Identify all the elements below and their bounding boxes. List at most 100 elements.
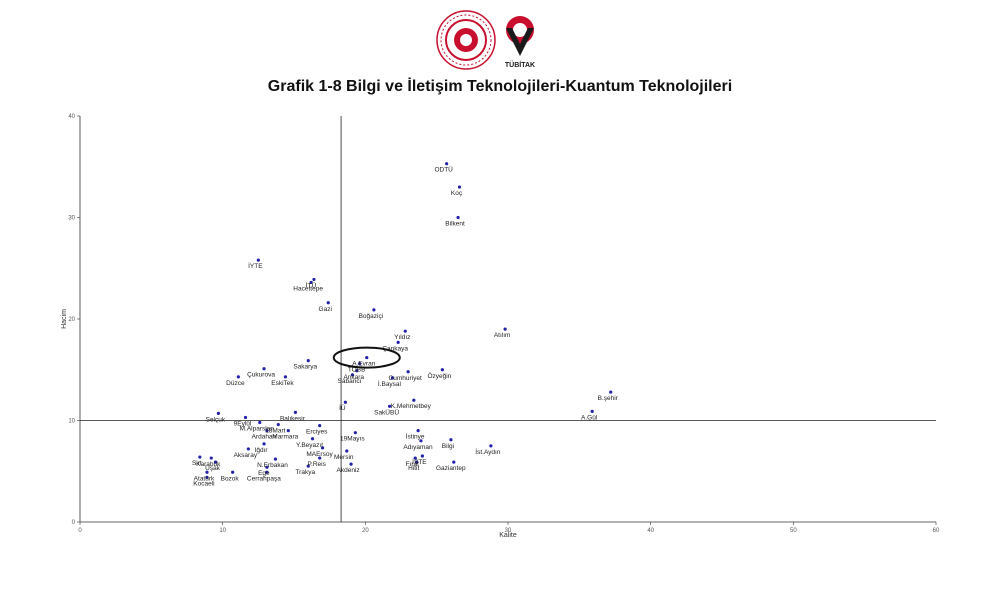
data-point [445, 162, 449, 166]
header-logos: TÜBİTAK [436, 10, 535, 70]
point-label: Sirt [192, 460, 202, 467]
point-label: A.Evran [352, 361, 376, 368]
point-label: Hacettepe [293, 285, 323, 292]
data-point [396, 340, 400, 344]
point-label: Sakarya [293, 364, 317, 371]
data-point [231, 470, 235, 474]
y-tick-label: 0 [72, 520, 76, 526]
point-label: Koç [451, 190, 463, 197]
data-point [213, 460, 218, 464]
data-point [390, 376, 395, 380]
point-label: Karabük [196, 461, 221, 468]
y-tick-label: 30 [68, 216, 75, 222]
point-label: Bilgi [442, 443, 454, 450]
y-tick-label: 10 [68, 419, 75, 425]
point-label: Sabancı [338, 378, 362, 385]
point-label: İTÜ [306, 280, 317, 289]
point-label: TOBB [348, 367, 366, 374]
data-point [406, 370, 410, 374]
x-tick-label: 40 [647, 528, 654, 534]
data-point [306, 464, 310, 468]
data-point [403, 329, 407, 333]
data-point [318, 456, 322, 460]
data-point [205, 475, 209, 479]
point-label: Düzce [226, 380, 245, 387]
data-point [318, 423, 322, 428]
data-point [273, 457, 278, 461]
point-label: N.Erbakan [257, 462, 288, 469]
point-label: ODTÜ [434, 166, 453, 174]
point-label: Akdeniz [337, 467, 360, 474]
data-point [416, 429, 420, 433]
data-point [198, 455, 202, 459]
y-tick-label: 20 [68, 317, 75, 323]
data-point [276, 422, 280, 427]
data-point [449, 438, 453, 442]
y-axis-label: Hacim [61, 309, 68, 329]
data-point [489, 444, 493, 448]
point-label: İSTE [412, 457, 427, 466]
data-point [309, 280, 313, 285]
data-point [265, 429, 269, 433]
point-label: Gazi [319, 306, 332, 313]
tubitak-logo-text: TÜBİTAK [505, 60, 535, 69]
data-point [209, 456, 213, 460]
data-point [372, 308, 376, 312]
point-label: K.Mehmetbey [391, 403, 432, 410]
point-label: 19Mayıs [340, 436, 365, 443]
data-point [353, 431, 357, 435]
data-point [349, 462, 353, 466]
data-point [358, 362, 362, 366]
point-label: İYTE [248, 261, 263, 270]
y-tick-label: 40 [68, 114, 75, 120]
point-label: İ.Baysal [378, 379, 402, 388]
x-tick-label: 30 [505, 528, 512, 534]
y-tick-labels: 0 10 20 30 40 [68, 114, 80, 526]
data-point [452, 460, 456, 464]
point-label: M.Alparslan [240, 426, 275, 433]
data-point [503, 327, 507, 331]
point-label: Trakya [295, 469, 315, 476]
x-tick-label: 10 [219, 528, 226, 534]
point-label: Mersin [334, 454, 354, 461]
point-label: Erciyes [306, 429, 328, 436]
data-point [262, 442, 266, 446]
x-tick-label: 0 [78, 528, 82, 534]
x-tick-labels: 0 10 20 30 40 50 60 [78, 522, 940, 534]
data-point [420, 454, 424, 458]
data-point [413, 456, 417, 460]
point-label: Cerrahpaşa [247, 475, 281, 482]
point-label: Çankaya [382, 345, 408, 352]
data-point [350, 373, 355, 377]
data-point [265, 470, 269, 474]
point-label: Çukurova [247, 372, 275, 379]
tubitak-logo: TÜBİTAK [505, 16, 535, 69]
data-point [262, 367, 266, 371]
data-point [216, 411, 220, 415]
data-point [205, 470, 209, 474]
ministry-seal-logo [436, 10, 496, 70]
x-tick-label: 50 [790, 528, 797, 534]
point-label: Aksaray [234, 452, 258, 459]
point-label: Boğaziçi [359, 313, 384, 320]
point-label: Ege [258, 470, 270, 477]
data-point [265, 465, 269, 469]
point-label: Bilkent [445, 221, 465, 228]
data-point [415, 460, 419, 464]
point-label: 18Mart [265, 428, 285, 435]
point-label: Bozok [221, 475, 240, 482]
data-point [387, 404, 392, 408]
point-label: A.Gül [581, 414, 598, 421]
point-label: Fırat [406, 461, 420, 468]
data-point [345, 449, 349, 453]
point-label: İst.Aydın [475, 447, 501, 456]
data-point [609, 390, 613, 394]
point-label: Selçuk [206, 416, 226, 423]
point-label: B.şehir [598, 395, 619, 402]
point-label: Yıldız [394, 334, 410, 341]
point-label: Marmara [272, 434, 298, 441]
data-point [258, 420, 262, 425]
point-label: Gaziantep [436, 465, 466, 472]
